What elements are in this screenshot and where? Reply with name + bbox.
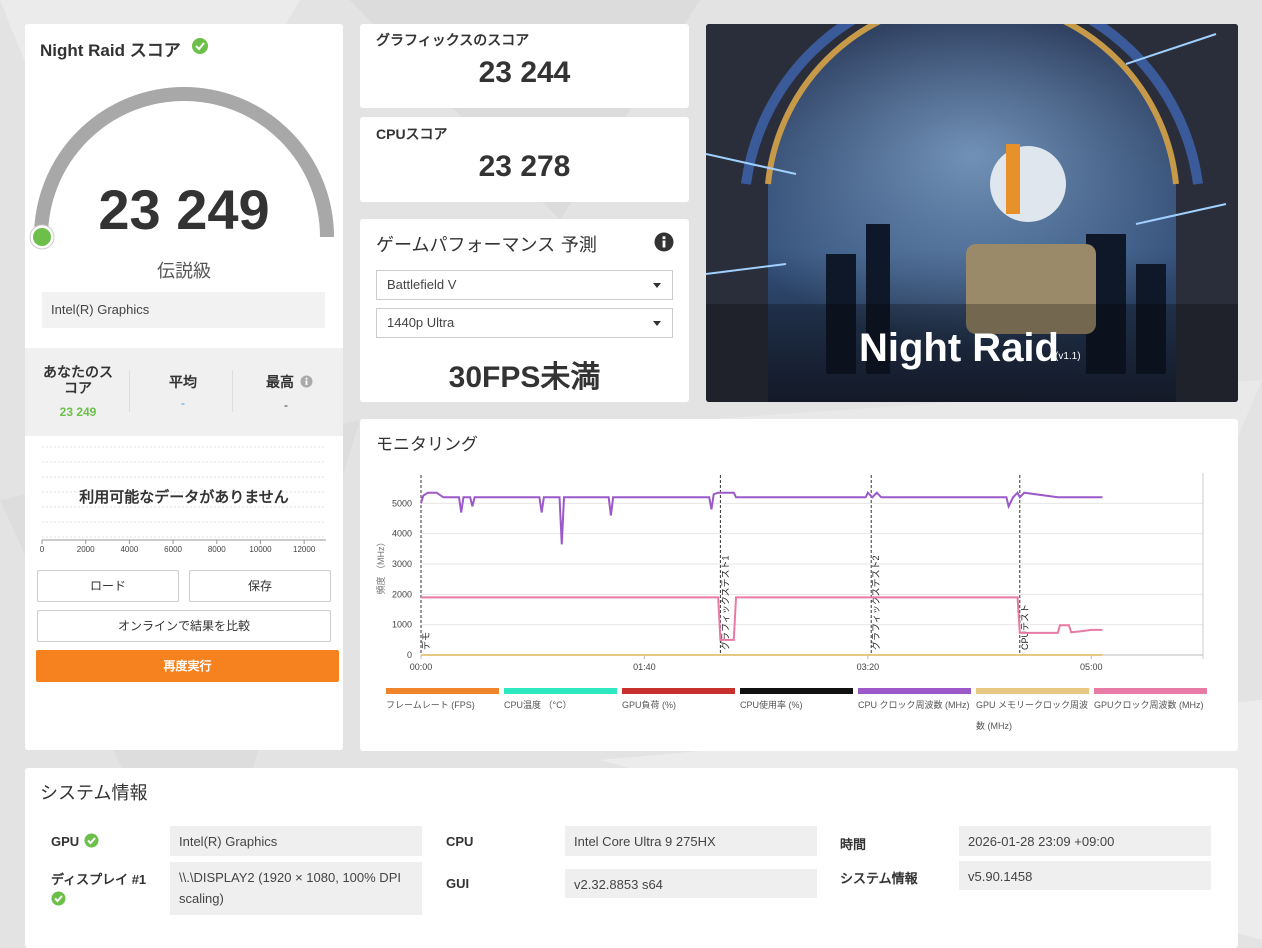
legend-label: CPU温度 （°C） <box>504 700 572 710</box>
legend-label: GPU負荷 (%) <box>622 700 677 710</box>
graphics-score: 23 244 <box>478 56 571 89</box>
dropdown-arrow <box>653 283 661 288</box>
preset-dropdown[interactable]: 1440p Ultra <box>376 308 673 338</box>
stat-label: あなたのスコア <box>43 364 113 396</box>
x-tick-label: 6000 <box>164 545 182 554</box>
x-tick-label: 03:20 <box>857 662 880 672</box>
divider <box>129 370 130 412</box>
x-tick-label: 0 <box>40 545 45 554</box>
gauge <box>29 87 334 250</box>
compare-button[interactable]: オンラインで結果を比較 <box>37 610 331 642</box>
info-icon[interactable] <box>300 375 313 388</box>
stat-label: 平均 <box>169 374 197 390</box>
no-data-message: 利用可能なデータがありません <box>79 489 289 506</box>
rerun-button[interactable]: 再度実行 <box>36 650 339 682</box>
system-info-panel <box>25 768 1238 948</box>
info-value: v5.90.1458 <box>959 861 1211 890</box>
x-tick-label: 12000 <box>293 545 316 554</box>
game-performance-title: ゲームパフォーマンス 予測 <box>376 235 597 256</box>
info-value: 2026-01-28 23:09 +09:00 <box>959 826 1211 856</box>
annotation-label: デモ <box>420 632 431 650</box>
check-icon <box>51 891 66 906</box>
banner-title: Night Raid <box>859 326 1059 370</box>
info-label: GPU <box>51 834 80 849</box>
gpu-name: Intel(R) Graphics <box>42 292 325 328</box>
info-label: CPU <box>446 834 474 849</box>
y-tick-label: 0 <box>407 650 412 660</box>
banner-image <box>706 24 1238 402</box>
legend-swatch <box>976 688 1089 694</box>
graphics-score-panel <box>360 24 689 108</box>
info-label: システム情報 <box>840 871 918 886</box>
game-performance-panel <box>360 219 689 402</box>
x-tick-label: 8000 <box>208 545 226 554</box>
graphics-score-label: グラフィックスのスコア <box>376 32 530 48</box>
series-line <box>420 491 1103 545</box>
check-icon <box>192 38 208 54</box>
stat-value: - <box>284 398 288 412</box>
legend-swatch <box>386 688 499 694</box>
monitoring-title: モニタリング <box>376 435 478 455</box>
x-tick-label: 2000 <box>77 545 95 554</box>
stat-value: - <box>181 396 185 410</box>
legend-label: CPU クロック周波数 (MHz) <box>858 700 970 710</box>
monitoring-panel <box>360 419 1238 751</box>
y-tick-label: 2000 <box>392 589 412 599</box>
cpu-score: 23 278 <box>478 150 571 183</box>
info-label: ディスプレイ #1 <box>51 872 147 887</box>
series-line <box>421 596 1103 641</box>
legend-swatch <box>622 688 735 694</box>
game-name: Battlefield V <box>387 277 457 292</box>
y-tick-label: 3000 <box>392 559 412 569</box>
stat-value: 23 249 <box>59 405 97 419</box>
preset-name: 1440p Ultra <box>387 315 455 330</box>
legend-swatch <box>504 688 617 694</box>
y-tick-label: 4000 <box>392 529 412 539</box>
legend-label: GPUクロック周波数 (MHz) <box>1094 700 1204 710</box>
y-axis-label: 頻度 （MHz） <box>375 538 386 595</box>
x-tick-label: 00:00 <box>410 662 433 672</box>
rank: 伝説級 <box>157 261 211 282</box>
x-tick-label: 4000 <box>120 545 138 554</box>
x-tick-label: 10000 <box>249 545 272 554</box>
info-value: Intel(R) Graphics <box>170 826 422 856</box>
divider <box>232 370 233 412</box>
y-tick-label: 5000 <box>392 498 412 508</box>
score-title: Night Raid スコア <box>40 41 181 60</box>
annotation-label: グラフィックステスト2 <box>870 555 881 650</box>
legend-swatch <box>858 688 971 694</box>
legend-swatch <box>1094 688 1207 694</box>
monitoring-chart: 0 1000 2000 3000 4000 5000 00:00 01:40 03:20 05:0… <box>375 473 1207 694</box>
cpu-score-panel <box>360 117 689 202</box>
score-distribution: 0 2000 4000 6000 8000 10000 12000 <box>40 446 326 554</box>
info-label: GUI <box>446 876 470 891</box>
legend-label: CPU使用率 (%) <box>740 700 803 710</box>
x-tick-label: 01:40 <box>633 662 656 672</box>
info-value: Intel Core Ultra 9 275HX <box>565 826 817 856</box>
load-button[interactable]: ロード <box>37 570 179 602</box>
info-icon[interactable] <box>654 232 674 252</box>
fps-result: 30FPS未満 <box>448 361 601 394</box>
game-dropdown[interactable]: Battlefield V <box>376 270 673 300</box>
save-button[interactable]: 保存 <box>189 570 331 602</box>
info-label: 時間 <box>840 837 867 852</box>
stats-band <box>25 348 343 436</box>
dropdown-arrow <box>653 321 661 326</box>
x-tick-label: 05:00 <box>1080 662 1103 672</box>
info-value: \\.\DISPLAY2 (1920 × 1080, 100% DPI scal… <box>170 862 422 915</box>
legend-swatch <box>740 688 853 694</box>
annotation-label: グラフィックステスト1 <box>719 555 730 650</box>
banner-version: (v1.1) <box>1055 351 1081 362</box>
annotation-label: CPUテスト <box>1020 604 1030 650</box>
total-score: 23 249 <box>98 178 270 241</box>
stat-label: 最高 <box>266 374 294 390</box>
system-info-title: システム情報 <box>40 783 148 804</box>
legend-label: フレームレート (FPS) <box>386 700 475 710</box>
y-tick-label: 1000 <box>392 620 412 630</box>
cpu-score-label: CPUスコア <box>376 126 448 142</box>
check-icon <box>84 833 99 848</box>
info-value: v2.32.8853 s64 <box>565 869 817 898</box>
legend-label: GPU メモリークロック周波数 (MHz) <box>976 700 1089 731</box>
